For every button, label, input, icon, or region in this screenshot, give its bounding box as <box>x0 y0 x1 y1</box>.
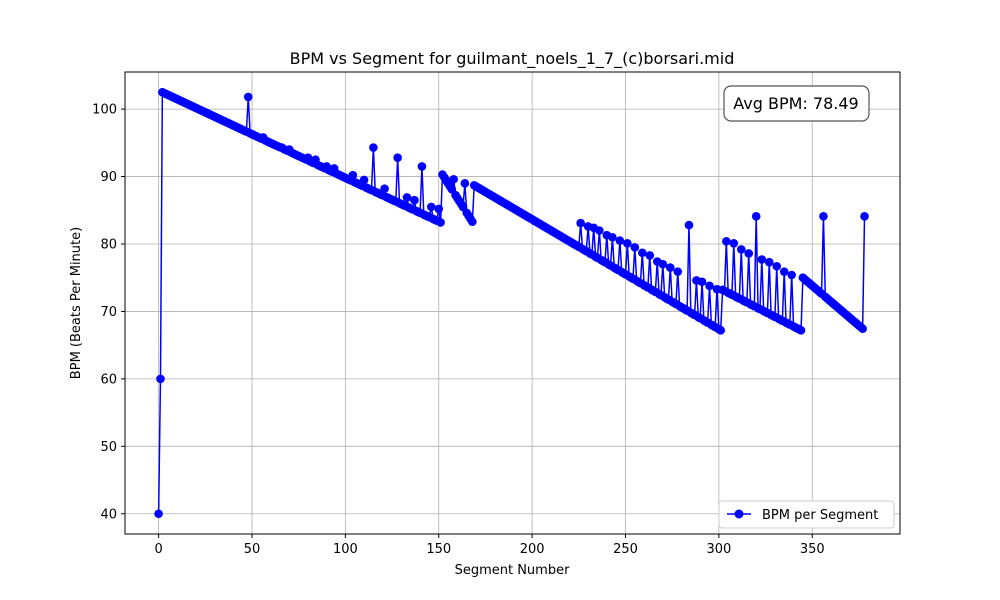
data-point <box>779 267 789 276</box>
y-tick-label: 50 <box>100 440 117 455</box>
data-point <box>697 277 707 287</box>
data-point <box>764 257 774 267</box>
data-point <box>449 174 458 184</box>
data-point <box>722 236 731 246</box>
x-tick-label: 50 <box>244 542 261 557</box>
data-point <box>468 217 477 227</box>
data-point <box>772 261 782 271</box>
data-point <box>860 212 869 221</box>
data-point <box>858 324 867 334</box>
avg-bpm-annotation: Avg BPM: 78.49 <box>723 85 870 122</box>
data-point <box>154 509 163 519</box>
data-point <box>751 212 761 221</box>
legend-label: BPM per Segment <box>762 508 878 523</box>
data-point <box>380 184 389 193</box>
data-point <box>426 202 436 212</box>
data-point <box>410 195 419 205</box>
x-tick-label: 150 <box>426 542 451 557</box>
plot-frame <box>124 71 901 535</box>
data-point <box>402 193 412 202</box>
data-point <box>796 326 806 335</box>
data-point <box>348 170 358 180</box>
data-point <box>673 267 683 276</box>
data-point <box>645 251 655 260</box>
data-point <box>658 259 668 269</box>
x-tick-label: 100 <box>333 542 358 557</box>
data-point <box>744 249 754 258</box>
data-point <box>460 178 470 188</box>
x-tick-label: 0 <box>154 542 162 557</box>
data-point <box>576 218 585 228</box>
data-point <box>393 153 402 162</box>
data-point <box>156 374 165 384</box>
data-point <box>787 270 796 280</box>
data-point <box>666 263 675 272</box>
x-tick-label: 300 <box>706 542 731 557</box>
data-point <box>595 226 604 235</box>
data-point <box>436 218 445 227</box>
y-tick-label: 80 <box>100 237 117 252</box>
x-tick-label: 250 <box>613 542 638 557</box>
data-point <box>608 232 617 242</box>
x-tick-label: 350 <box>800 542 825 557</box>
data-point <box>369 143 378 152</box>
data-point <box>637 248 647 258</box>
grid-layer <box>125 72 900 534</box>
data-point <box>359 175 369 185</box>
y-axis-label: BPM (Beats Per Minute) <box>69 227 84 379</box>
data-point <box>819 212 828 221</box>
data-point <box>243 92 253 102</box>
x-axis-ticks: 0 50 100 150 200 250 300 350 <box>154 534 825 557</box>
data-point <box>736 245 746 254</box>
series-layer <box>154 87 869 519</box>
data-point <box>623 239 632 248</box>
y-tick-label: 60 <box>100 372 117 387</box>
data-point <box>615 236 625 245</box>
x-axis-label: Segment Number <box>455 563 571 578</box>
data-point <box>757 255 767 264</box>
y-tick-label: 40 <box>100 507 117 522</box>
avg-bpm-text: Avg BPM: 78.49 <box>733 94 858 113</box>
series-line <box>157 91 866 514</box>
legend-marker <box>734 509 744 519</box>
chart-title: BPM vs Segment for guilmant_noels_1_7_(c… <box>290 49 735 69</box>
y-tick-label: 90 <box>100 170 117 185</box>
data-point <box>684 220 694 230</box>
legend: BPM per Segment <box>718 500 895 529</box>
data-point <box>716 326 726 335</box>
data-point <box>434 204 444 214</box>
data-point <box>729 239 739 248</box>
y-tick-label: 70 <box>100 305 117 320</box>
y-tick-label: 100 <box>92 103 117 118</box>
x-tick-label: 200 <box>520 542 545 557</box>
data-point <box>417 162 427 171</box>
y-axis-ticks: 40 50 60 70 80 90 100 <box>92 103 125 522</box>
data-point <box>630 243 640 252</box>
data-point <box>705 281 714 291</box>
